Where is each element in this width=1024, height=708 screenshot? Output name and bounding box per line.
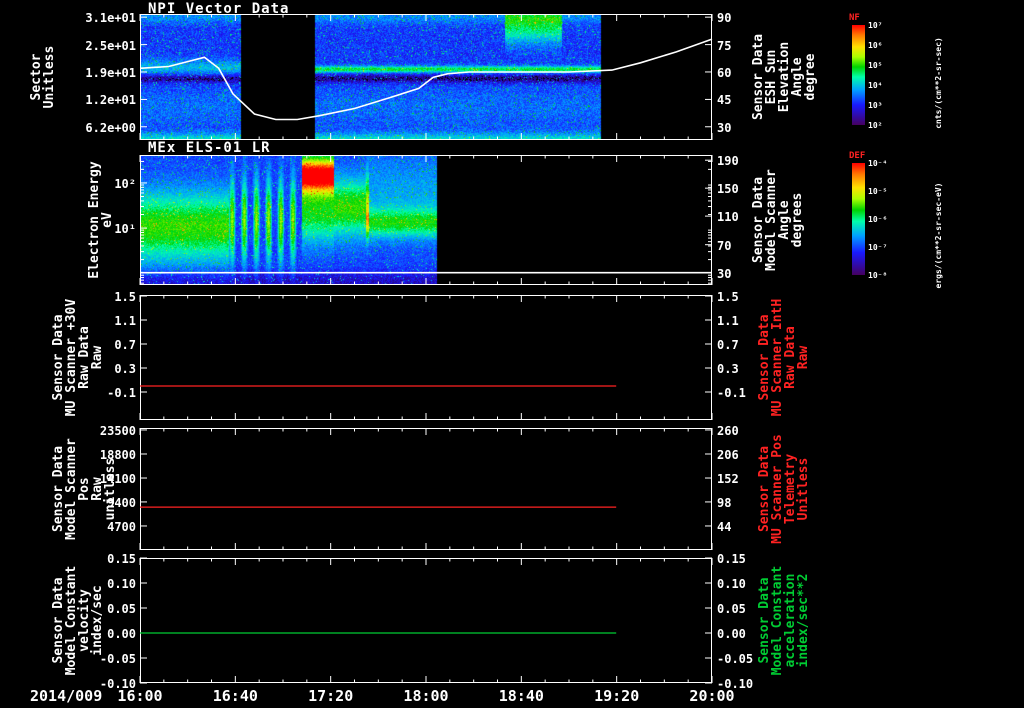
y-tick-label: 10² xyxy=(114,176,136,191)
y-tick-label-right: 152 xyxy=(717,472,739,487)
y-tick-label: 4700 xyxy=(107,519,136,534)
colorbar-tick-label: 10⁴ xyxy=(868,81,883,90)
colorbar-tick-label: 10⁻⁷ xyxy=(868,243,888,252)
colorbar-tick-label: 10³ xyxy=(868,101,883,110)
colorbar-tick-label: 10⁻⁸ xyxy=(868,271,888,280)
y-tick-label: 0.3 xyxy=(114,362,136,376)
panel-frame-and-series xyxy=(139,428,713,550)
spectrogram-canvas xyxy=(140,14,712,140)
x-tick-label: 16:00 xyxy=(117,687,163,705)
panel-frame-and-series xyxy=(139,14,713,140)
y-tick-label-right: 0.05 xyxy=(717,602,746,616)
y-tick-label-right: 190 xyxy=(717,154,739,169)
x-tick-label: 16:40 xyxy=(212,687,258,705)
panel-frame-and-series xyxy=(139,155,713,285)
colorbar-tick-label: 10⁻⁶ xyxy=(868,215,888,224)
colorbar-tick-label: 10⁻⁴ xyxy=(868,159,888,168)
x-tick-label: 18:40 xyxy=(498,687,544,705)
series-line xyxy=(139,38,713,121)
y-tick-label: 1.5 xyxy=(114,290,136,304)
panel-els-spectrogram xyxy=(139,155,713,285)
y-tick-label: 0.00 xyxy=(107,627,136,641)
colorbar-tick-label: 10² xyxy=(868,121,883,130)
colorbar-def-units: ergs/(cm**2-sr-sec-eV) xyxy=(934,182,943,289)
y-tick-label-right: 75 xyxy=(717,38,732,53)
y-tick-label-right: 110 xyxy=(717,210,739,225)
y-tick-label-right: -0.10 xyxy=(717,677,754,691)
x-tick-label: 17:20 xyxy=(308,687,354,705)
colorbar-tick-label: 10⁵ xyxy=(868,61,883,70)
y-tick-label: 1.9e+01 xyxy=(85,65,136,80)
colorbar-nf-units: cnts/(cm**2-sr-sec) xyxy=(934,37,943,129)
y-tick-label: -0.05 xyxy=(99,652,136,666)
y-tick-label-right: 70 xyxy=(717,238,732,253)
y-tick-label: 2.5e+01 xyxy=(85,38,136,53)
y-tick-label: 6.2e+00 xyxy=(85,120,136,135)
colorbar-nf-label: NF xyxy=(849,13,860,23)
colorbar-tick-label: 10⁶ xyxy=(868,41,883,50)
y-tick-label: -0.1 xyxy=(107,386,136,400)
y-label-electron-energy: Electron Energy eV xyxy=(87,161,115,279)
y-tick-label-right: 90 xyxy=(717,11,732,26)
y-tick-label: 14100 xyxy=(99,472,136,487)
y-tick-label: 1.1 xyxy=(114,314,136,328)
y-tick-label-right: 0.7 xyxy=(717,338,739,352)
panel-mu-scanner-30v xyxy=(139,295,713,420)
panel-frame-and-series xyxy=(139,295,713,420)
y-tick-label-right: 260 xyxy=(717,423,739,438)
y-tick-label-right: 1.5 xyxy=(717,290,739,304)
y-tick-label: 3.1e+01 xyxy=(85,11,136,26)
y-tick-label: 0.10 xyxy=(107,577,136,591)
y-tick-label-right: 0.00 xyxy=(717,627,746,641)
panel-model-constant-velocity xyxy=(139,557,713,684)
colorbar-def-label: DEF xyxy=(849,151,866,161)
plot-title-npi: NPI Vector Data xyxy=(148,1,290,17)
y-tick-label-right: 45 xyxy=(717,93,732,108)
y-tick-label-right: 60 xyxy=(717,65,732,80)
y-tick-label-right: 0.10 xyxy=(717,577,746,591)
x-tick-label: 20:00 xyxy=(689,687,735,705)
y-tick-label-right: 30 xyxy=(717,120,732,135)
panel-frame-and-series xyxy=(139,557,713,684)
y-tick-label: 1.2e+01 xyxy=(85,93,136,108)
x-axis-date: 2014/009 xyxy=(30,687,103,705)
colorbar-tick-label: 10⁷ xyxy=(868,21,883,30)
spectrogram-canvas xyxy=(140,155,712,285)
colorbar-tick-label: 10⁻⁵ xyxy=(868,187,888,196)
colorbar-def xyxy=(852,163,865,275)
y-tick-label: 10¹ xyxy=(114,222,136,237)
y-tick-label: 23500 xyxy=(99,423,136,438)
y-tick-label: 18800 xyxy=(99,447,136,462)
y-tick-label: 9400 xyxy=(107,495,136,510)
y-tick-label-right: 0.15 xyxy=(717,552,746,566)
y-tick-label-right: 30 xyxy=(717,266,732,281)
plot-title-els: MEx ELS-01 LR xyxy=(148,140,271,156)
y-tick-label-right: 150 xyxy=(717,182,739,197)
y-tick-label-right: 206 xyxy=(717,447,739,462)
panel-model-scanner-pos xyxy=(139,428,713,550)
y-tick-label-right: 98 xyxy=(717,495,732,510)
y-label-sector: Sector Unitless xyxy=(29,45,57,109)
y-tick-label: 0.7 xyxy=(114,338,136,352)
y-tick-label-right: 44 xyxy=(717,519,732,534)
y-tick-label-right: -0.05 xyxy=(717,652,754,666)
x-tick-label: 19:20 xyxy=(594,687,640,705)
colorbar-nf xyxy=(852,25,865,125)
y-tick-label: 0.15 xyxy=(107,552,136,566)
y-tick-label-right: 1.1 xyxy=(717,314,739,328)
x-tick-label: 18:00 xyxy=(403,687,449,705)
y-tick-label-right: -0.1 xyxy=(717,386,746,400)
y-tick-label: 0.05 xyxy=(107,602,136,616)
y-tick-label-right: 0.3 xyxy=(717,362,739,376)
panel-npi-vector-spectrogram xyxy=(139,14,713,140)
y-tick-label: -0.10 xyxy=(99,677,136,691)
